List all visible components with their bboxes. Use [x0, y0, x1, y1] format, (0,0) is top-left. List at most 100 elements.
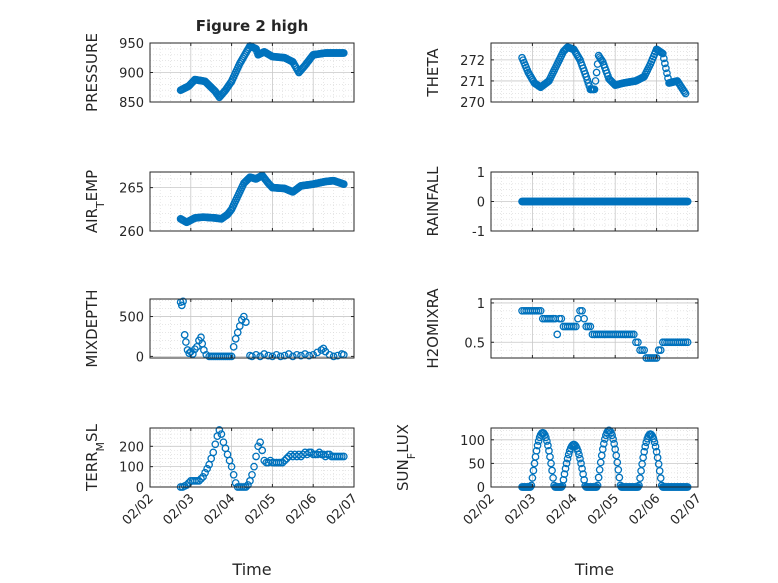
axes-box	[490, 42, 699, 103]
data-point	[177, 301, 186, 310]
data-point	[590, 85, 599, 94]
data-point	[681, 89, 690, 98]
data-point	[532, 446, 541, 455]
data-point	[641, 442, 650, 451]
y-tick-label: 500	[119, 311, 144, 326]
data-point	[635, 481, 643, 490]
data-point	[578, 464, 586, 473]
data-point	[297, 351, 305, 360]
data-point	[179, 297, 187, 306]
y-axis-label: MIXDEPTH	[83, 289, 101, 367]
data-point	[278, 458, 287, 467]
data-point	[662, 64, 670, 73]
data-point	[683, 338, 692, 347]
axes-box	[149, 298, 355, 359]
data-point	[317, 346, 326, 354]
data-point	[544, 441, 552, 450]
data-point	[339, 180, 348, 188]
data-point	[264, 351, 273, 360]
y-tick-label: 260	[119, 225, 144, 240]
x-tick-label: 02/03	[161, 491, 198, 528]
data-point	[203, 464, 211, 473]
data-point	[683, 197, 692, 206]
y-axis-label: RAINFALL	[424, 166, 442, 237]
data-point	[541, 433, 550, 442]
data-point	[195, 477, 203, 485]
data-point	[658, 49, 667, 58]
data-point	[574, 447, 582, 455]
data-point	[180, 331, 189, 339]
data-point	[563, 454, 572, 463]
y-tick-label: 271	[460, 75, 485, 90]
axes-box	[149, 427, 355, 488]
x-tick-label: 02/02	[120, 491, 157, 528]
data-point	[578, 306, 586, 315]
data-point	[536, 306, 545, 315]
subplot-4: -1 0 1 RAINFALL	[424, 166, 699, 240]
data-point	[592, 68, 601, 77]
data-point	[562, 459, 571, 468]
data-point	[329, 352, 338, 361]
data-point	[656, 474, 665, 482]
data-point	[593, 481, 602, 490]
data-point	[231, 479, 240, 487]
y-axis-label: AIRTEMP	[83, 170, 107, 233]
data-point	[284, 350, 293, 358]
data-point	[254, 442, 262, 451]
data-point	[577, 459, 585, 468]
data-point	[661, 59, 669, 68]
y-tick-label: 272	[460, 54, 485, 69]
data-point	[533, 441, 542, 450]
x-tick-label: 02/02	[461, 491, 498, 528]
data-point	[229, 470, 238, 479]
data-point	[597, 56, 606, 65]
data-point	[527, 481, 536, 490]
data-point	[680, 88, 689, 96]
data-point	[615, 473, 624, 482]
data-point	[301, 350, 309, 358]
y-tick-label: 0.5	[464, 336, 485, 351]
y-tick-label: 0	[136, 350, 144, 365]
axes-background	[491, 428, 698, 487]
x-tick-label: 02/03	[502, 491, 539, 528]
data-point	[576, 454, 584, 463]
data-point	[188, 350, 197, 358]
y-axis-label: THETA	[424, 48, 442, 98]
y-tick-label: 0	[477, 196, 485, 211]
subplot-7: 0 100 200 02/02 02/03 02/04 02/05 02/06 02/07 TER…	[83, 423, 361, 579]
data-point	[575, 450, 583, 459]
data-point	[595, 465, 604, 474]
data-point	[226, 78, 235, 87]
data-point	[288, 352, 297, 361]
data-point	[553, 330, 562, 339]
data-point	[614, 465, 623, 474]
subplot-3: 260 265 AIRTEMP	[83, 170, 355, 240]
data-point	[211, 440, 220, 449]
data-point	[339, 49, 348, 57]
data-point	[613, 458, 622, 467]
chart-title: Figure 2 high	[196, 17, 309, 35]
data-point	[182, 338, 190, 346]
y-tick-label: 100	[119, 461, 144, 476]
data-point	[651, 442, 660, 451]
data-point	[543, 437, 551, 445]
data-point	[599, 439, 608, 448]
axes-box	[149, 171, 355, 232]
data-point	[315, 448, 324, 457]
y-tick-label: 950	[119, 37, 144, 52]
data-point	[539, 429, 548, 438]
data-point	[250, 462, 258, 471]
x-tick-label: 02/04	[544, 491, 581, 528]
x-tick-label: 02/07	[324, 491, 361, 528]
y-tick-label: -1	[472, 225, 485, 240]
data-point	[305, 351, 313, 360]
data-point	[248, 352, 256, 361]
y-tick-label: 0	[136, 481, 144, 496]
y-tick-label: 850	[119, 96, 144, 111]
x-axis-label: Time	[231, 560, 271, 579]
subplot-2: 270 271 272 THETA	[424, 42, 699, 111]
data-point	[185, 349, 194, 358]
data-point	[528, 474, 537, 482]
data-point	[260, 350, 269, 358]
x-tick-label: 02/05	[585, 491, 622, 528]
